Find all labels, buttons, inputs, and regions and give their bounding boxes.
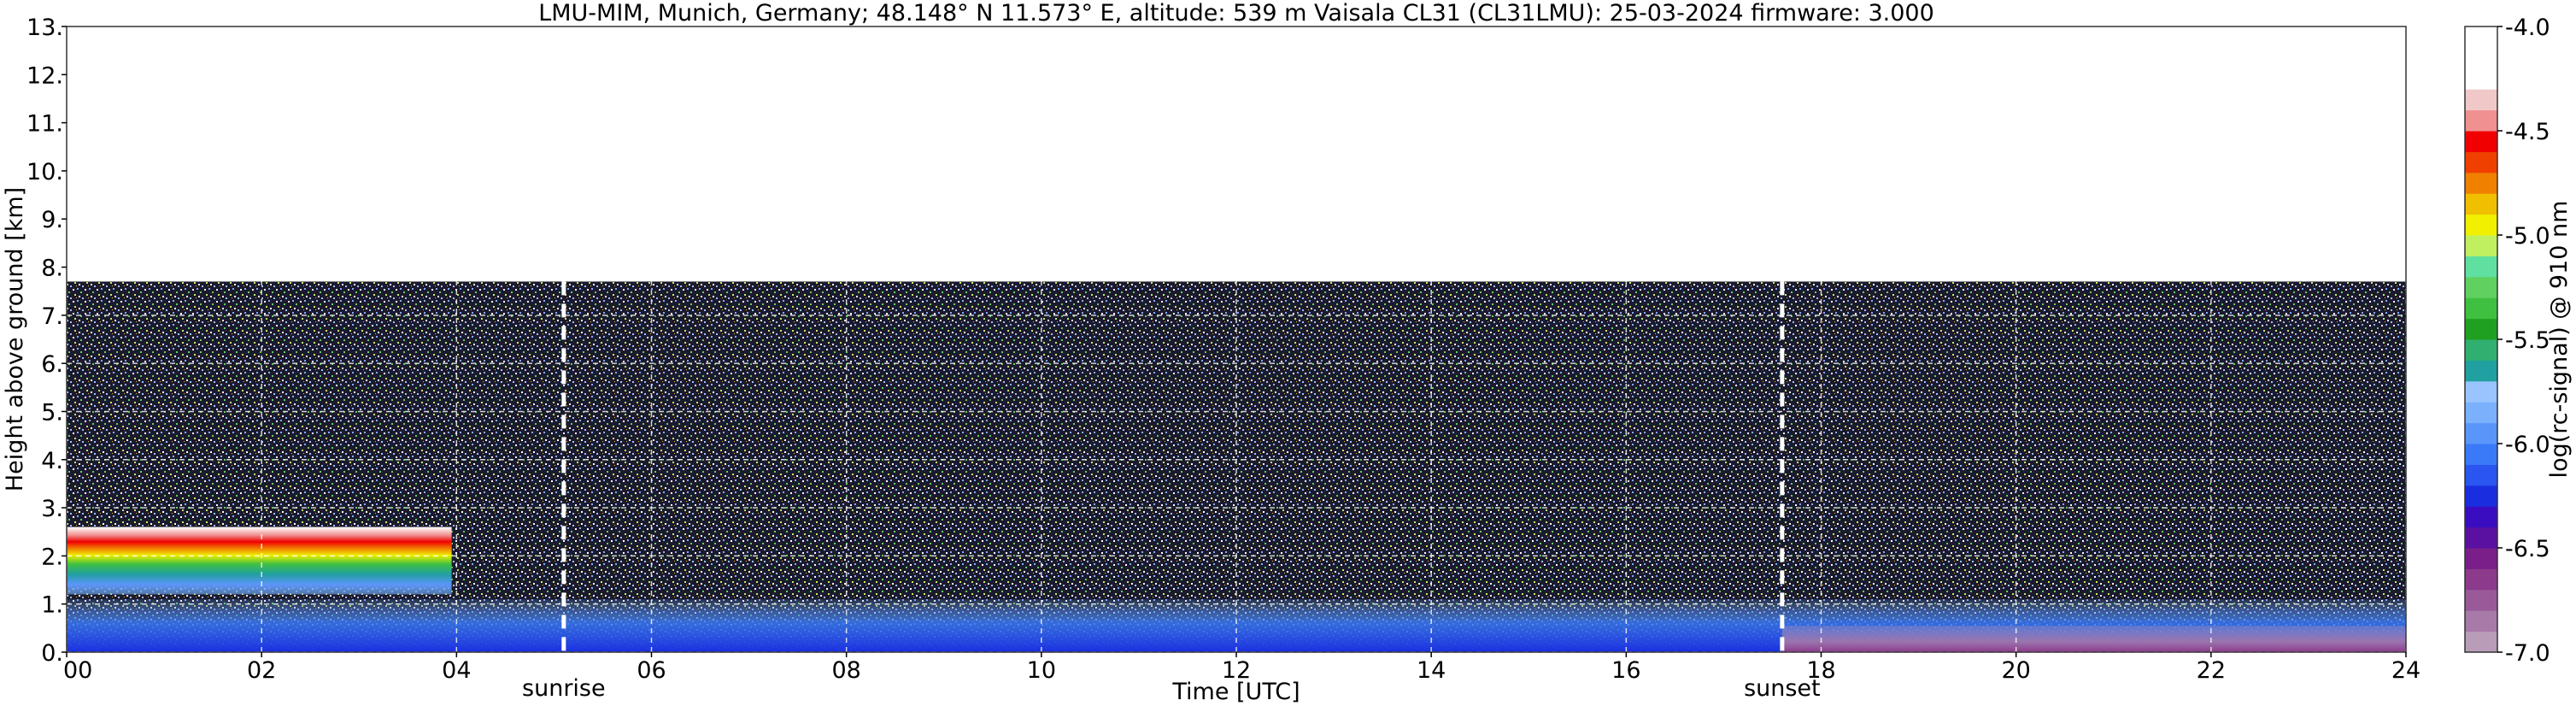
colorbar-segment bbox=[2465, 444, 2497, 465]
y-tick-label: 4. bbox=[41, 448, 63, 474]
colorbar-segment bbox=[2465, 151, 2497, 174]
colorbar-tick-label: -4.0 bbox=[2505, 15, 2550, 41]
y-axis-label: Height above ground [km] bbox=[2, 187, 28, 491]
y-tick-label: 9. bbox=[41, 207, 63, 233]
y-tick-label: 6. bbox=[41, 351, 63, 378]
y-tick-label: 8. bbox=[41, 256, 63, 282]
colorbar-segment bbox=[2465, 464, 2497, 486]
x-tick-label: 18 bbox=[1806, 657, 1835, 684]
y-tick-label: 1. bbox=[41, 592, 63, 619]
y-tick-label: 10. bbox=[26, 159, 63, 185]
colorbar-tick-label: -5.5 bbox=[2505, 327, 2550, 354]
colorbar-segment bbox=[2465, 214, 2497, 236]
colorbar-segment bbox=[2465, 109, 2497, 132]
x-tick-label: 08 bbox=[831, 657, 860, 684]
colorbar-segment bbox=[2465, 360, 2497, 382]
x-tick-label: 00 bbox=[63, 657, 92, 684]
colorbar-tick-label: -4.5 bbox=[2505, 119, 2550, 145]
colorbar-segment bbox=[2465, 193, 2497, 215]
colorbar-segment bbox=[2465, 422, 2497, 444]
colorbar-tick-label: -6.5 bbox=[2505, 536, 2550, 562]
colorbar-segment bbox=[2465, 297, 2497, 320]
x-tick-label: 06 bbox=[637, 657, 666, 684]
y-tick-label: 7. bbox=[41, 303, 63, 330]
x-tick-label: 14 bbox=[1417, 657, 1446, 684]
x-tick-label: 16 bbox=[1611, 657, 1640, 684]
x-tick-label: 24 bbox=[2391, 657, 2421, 684]
x-tick-label: 12 bbox=[1222, 657, 1251, 684]
colorbar-tick-label: -5.0 bbox=[2505, 223, 2550, 250]
colorbar-segment bbox=[2465, 568, 2497, 591]
y-tick-label: 2. bbox=[41, 544, 63, 570]
chart-title: LMU-MIM, Munich, Germany; 48.148° N 11.5… bbox=[538, 0, 1934, 26]
colorbar-segment bbox=[2465, 339, 2497, 361]
y-tick-label: 13. bbox=[26, 15, 63, 41]
signal-noise-region bbox=[67, 281, 2406, 652]
colorbar-segment bbox=[2465, 47, 2497, 69]
colorbar-segment bbox=[2465, 548, 2497, 569]
colorbar-segment bbox=[2465, 318, 2497, 340]
colorbar-segment bbox=[2465, 89, 2497, 111]
feature-1 bbox=[67, 527, 452, 595]
x-tick-label: 02 bbox=[247, 657, 276, 684]
colorbar-tick-label: -6.0 bbox=[2505, 432, 2550, 458]
colorbar-tick-label: -7.0 bbox=[2505, 640, 2550, 667]
colorbar-segment bbox=[2465, 610, 2497, 632]
feature-3 bbox=[1781, 626, 2406, 652]
colorbar-segment bbox=[2465, 172, 2497, 194]
colorbar-segment bbox=[2465, 131, 2497, 152]
colorbar-segment bbox=[2465, 506, 2497, 528]
x-tick-label: 04 bbox=[442, 657, 471, 684]
colorbar-segment bbox=[2465, 402, 2497, 424]
colorbar-label: log(rc-signal) @ 910 nm bbox=[2546, 201, 2573, 479]
x-tick-label: 22 bbox=[2197, 657, 2226, 684]
colorbar-segment bbox=[2465, 589, 2497, 611]
colorbar-segment bbox=[2465, 235, 2497, 256]
x-axis-label: Time [UTC] bbox=[1171, 679, 1300, 705]
colorbar-segment bbox=[2465, 631, 2497, 653]
colorbar-segment bbox=[2465, 26, 2497, 48]
colorbar-segment bbox=[2465, 256, 2497, 278]
x-tick-label: 10 bbox=[1027, 657, 1056, 684]
y-tick-label: 0. bbox=[41, 640, 63, 667]
y-tick-label: 12. bbox=[26, 62, 63, 89]
y-tick-label: 11. bbox=[26, 111, 63, 138]
colorbar-segment bbox=[2465, 276, 2497, 298]
annotation-label: sunset bbox=[1744, 675, 1821, 702]
y-tick-label: 3. bbox=[41, 496, 63, 522]
colorbar-segment bbox=[2465, 380, 2497, 403]
colorbar-segment bbox=[2465, 527, 2497, 549]
y-tick-label: 5. bbox=[41, 399, 63, 426]
colorbar-segment bbox=[2465, 485, 2497, 507]
x-tick-label: 20 bbox=[2001, 657, 2030, 684]
colorbar-segment bbox=[2465, 68, 2497, 90]
annotation-label: sunrise bbox=[522, 675, 606, 702]
